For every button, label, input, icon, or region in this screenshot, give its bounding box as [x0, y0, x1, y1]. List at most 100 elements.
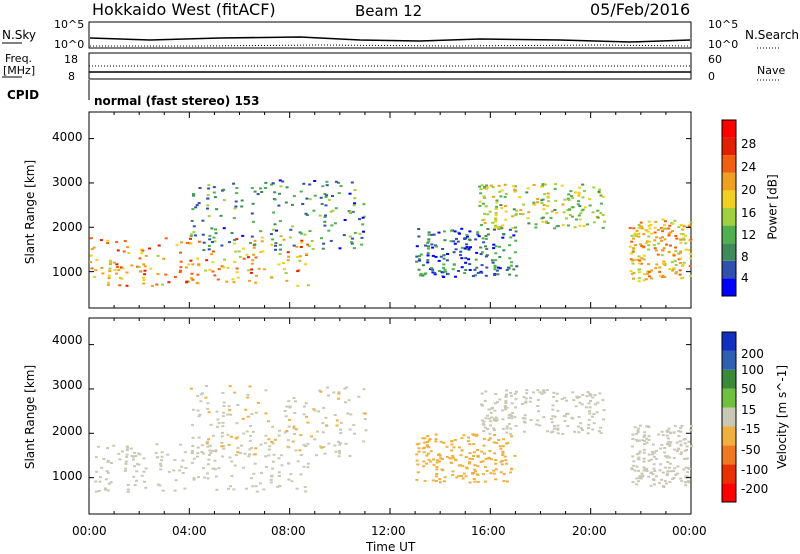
velocity-cell [324, 416, 328, 419]
power-cell [439, 255, 443, 258]
power-cell [210, 227, 214, 230]
velocity-cell [230, 460, 234, 463]
velocity-cell [294, 449, 298, 452]
velocity-cell [97, 445, 101, 448]
velocity-cell [196, 446, 200, 449]
velocity-cell [465, 467, 469, 470]
power-cell [189, 259, 193, 262]
power-cell [601, 195, 605, 198]
power-cell [286, 259, 290, 262]
power-cell [427, 233, 431, 236]
power-cell [362, 215, 366, 218]
power-cell [498, 245, 501, 248]
velocity-cell [644, 467, 648, 470]
power-cell [491, 261, 495, 264]
velocity-cell [132, 458, 135, 461]
velocity-cell [222, 411, 226, 414]
velocity-cell [326, 386, 330, 389]
power-cell [433, 272, 437, 274]
power-cell [638, 268, 641, 271]
velocity-cell [577, 431, 581, 434]
power-cell [541, 183, 545, 186]
velocity-cell [476, 449, 479, 451]
velocity-cell [638, 475, 642, 478]
velocity-cell [523, 421, 527, 424]
velocity-cell [222, 405, 226, 407]
velocity-cell [642, 460, 646, 463]
velocity-cell [344, 442, 348, 445]
velocity-cell [653, 470, 657, 472]
velocity-cell [637, 458, 641, 461]
velocity-cell [167, 470, 171, 473]
power-cell [581, 208, 585, 211]
velocity-cell [271, 442, 275, 445]
velocity-cell [462, 434, 466, 437]
power-cell [492, 195, 495, 198]
power-cell [329, 239, 333, 242]
velocity-cell [501, 445, 505, 448]
power-cell [313, 180, 317, 182]
velocity-cell [679, 453, 683, 455]
velocity-cell [189, 387, 193, 390]
velocity-cell [228, 385, 232, 388]
velocity-cell [675, 472, 679, 475]
velocity-cell [489, 411, 493, 414]
velocity-cell [292, 427, 296, 430]
power-cell [480, 271, 484, 274]
velocity-cell [653, 483, 656, 486]
power-cell [672, 254, 676, 257]
velocity-cell [579, 427, 583, 430]
velocity-cell [337, 392, 341, 395]
power-cell [241, 247, 245, 250]
power-cell [361, 223, 365, 226]
power-cell [639, 221, 643, 224]
velocity-cell [642, 451, 646, 454]
power-cell [445, 259, 449, 262]
power-cell [178, 271, 182, 274]
velocity-cell [183, 451, 187, 454]
velocity-cell [654, 475, 658, 478]
velocity-cell [591, 428, 595, 431]
power-cell [431, 254, 435, 257]
velocity-cell [589, 393, 593, 396]
velocity-cell [250, 446, 254, 449]
power-cell [480, 184, 484, 187]
velocity-cell [425, 462, 428, 465]
velocity-cell [643, 431, 647, 434]
velocity-cell [105, 470, 109, 473]
velocity-cell [684, 466, 688, 469]
velocity-cell [665, 482, 668, 485]
velocity-cell [207, 463, 210, 466]
noise-tick-top-left: 10^5 [54, 18, 85, 31]
velocity-cell [273, 438, 277, 441]
power-cell [464, 261, 468, 264]
power-cell [351, 237, 354, 240]
power-cell [212, 250, 215, 253]
power-cell [235, 238, 239, 241]
power-cell [118, 284, 122, 287]
power-cell [337, 192, 341, 195]
power-cell [670, 261, 674, 264]
power-cell [348, 192, 352, 195]
power-cell [678, 262, 682, 264]
power-cell [543, 193, 547, 196]
power-cell [415, 260, 419, 263]
power-cell [675, 271, 678, 273]
velocity-cell [304, 445, 308, 447]
velocity-cell [472, 455, 475, 457]
power-cell [192, 193, 196, 195]
velocity-cell [494, 393, 498, 395]
power-cell [652, 244, 656, 247]
power-cbar-frame [721, 119, 737, 297]
power-cell [270, 276, 274, 279]
power-cell [142, 279, 146, 281]
power-cell [331, 209, 335, 212]
power-cell [278, 220, 282, 223]
velocity-cell [514, 425, 518, 427]
power-cell [358, 232, 362, 235]
velocity-cell [556, 427, 560, 430]
velocity-cell [338, 442, 342, 445]
power-cell [109, 260, 113, 263]
velocity-cell [460, 475, 463, 477]
velocity-cell [480, 450, 484, 453]
